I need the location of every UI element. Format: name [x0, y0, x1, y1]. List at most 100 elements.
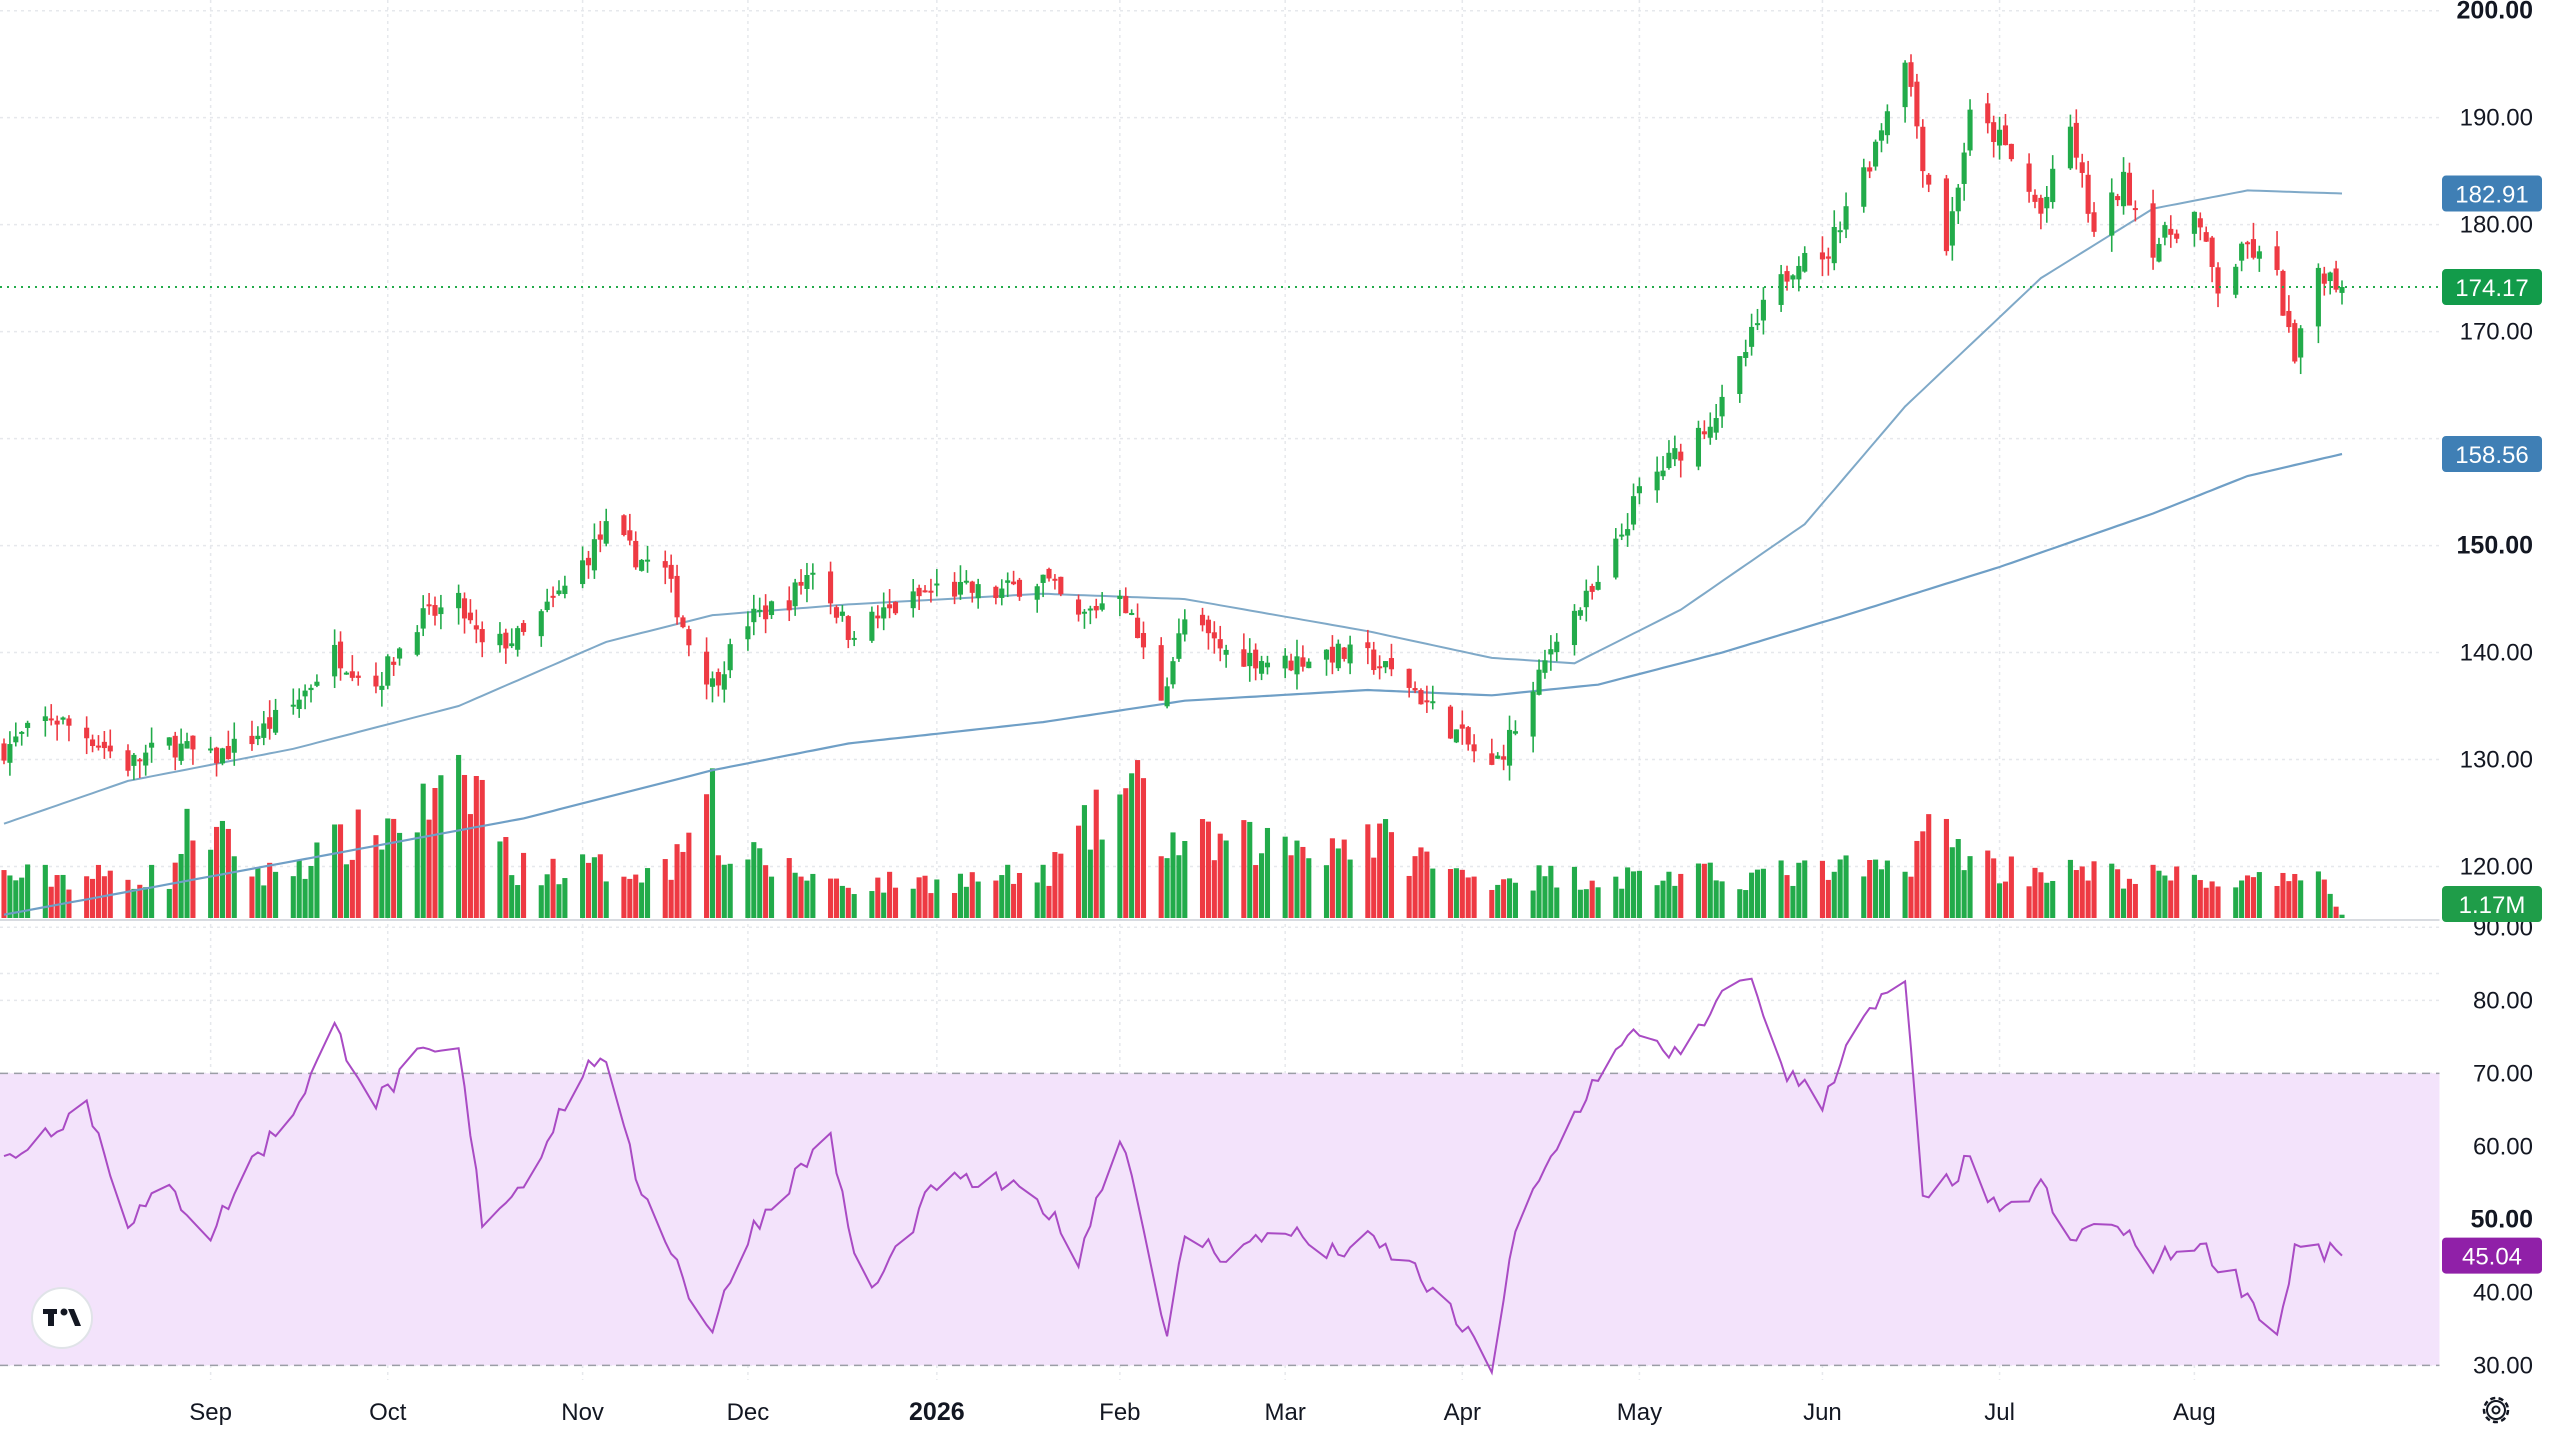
candle[interactable] — [467, 599, 473, 624]
candle[interactable] — [2327, 271, 2333, 295]
candle[interactable] — [1678, 443, 1684, 478]
candle[interactable] — [1967, 99, 1973, 156]
candle[interactable] — [2191, 211, 2197, 247]
candle[interactable] — [1506, 715, 1513, 781]
candle[interactable] — [54, 715, 60, 741]
candle[interactable] — [509, 628, 515, 649]
candle[interactable] — [928, 578, 934, 603]
candle[interactable] — [2044, 185, 2050, 223]
candle[interactable] — [1760, 287, 1766, 335]
candle[interactable] — [1861, 158, 1867, 213]
candle[interactable] — [2132, 200, 2138, 222]
candle[interactable] — [1630, 483, 1637, 531]
candle[interactable] — [1997, 116, 2003, 160]
candle[interactable] — [438, 594, 444, 630]
candle[interactable] — [332, 629, 338, 689]
candle[interactable] — [184, 732, 190, 749]
candle[interactable] — [1749, 313, 1755, 356]
candle[interactable] — [1961, 142, 1967, 201]
candle[interactable] — [804, 562, 810, 603]
candle[interactable] — [2120, 157, 2127, 215]
candle[interactable] — [1802, 246, 1808, 273]
candle[interactable] — [1695, 420, 1702, 471]
candle[interactable] — [585, 550, 592, 579]
candle[interactable] — [149, 727, 155, 763]
candle[interactable] — [2250, 222, 2256, 260]
candle[interactable] — [2315, 263, 2321, 344]
candle[interactable] — [715, 668, 721, 697]
candle[interactable] — [2026, 153, 2032, 203]
candle[interactable] — [2109, 178, 2115, 252]
candle[interactable] — [1099, 592, 1105, 612]
candle[interactable] — [851, 631, 857, 647]
candle[interactable] — [296, 688, 302, 718]
candle[interactable] — [225, 730, 231, 760]
candle[interactable] — [1412, 681, 1418, 694]
candle[interactable] — [1636, 477, 1642, 505]
candle[interactable] — [426, 593, 432, 615]
candle[interactable] — [1135, 603, 1141, 639]
candle[interactable] — [1247, 638, 1253, 682]
candle[interactable] — [792, 578, 798, 616]
candle[interactable] — [869, 606, 875, 643]
candle[interactable] — [385, 654, 391, 690]
candle[interactable] — [2073, 109, 2079, 170]
candle[interactable] — [1282, 648, 1288, 679]
candle[interactable] — [2203, 226, 2209, 242]
candle[interactable] — [1388, 643, 1395, 677]
candle[interactable] — [1577, 607, 1583, 620]
candle[interactable] — [1406, 668, 1412, 698]
candle[interactable] — [255, 726, 261, 746]
candle[interactable] — [1530, 681, 1536, 753]
candle[interactable] — [1011, 570, 1017, 586]
candle[interactable] — [1625, 513, 1631, 547]
candle[interactable] — [922, 585, 928, 593]
candle[interactable] — [686, 625, 692, 657]
candle[interactable] — [1253, 643, 1259, 681]
candle[interactable] — [1176, 618, 1182, 662]
candle[interactable] — [1371, 641, 1377, 675]
candle[interactable] — [1949, 196, 1955, 261]
candle[interactable] — [456, 584, 462, 625]
candle[interactable] — [1005, 572, 1011, 598]
candle[interactable] — [1790, 274, 1796, 288]
candle[interactable] — [1453, 729, 1459, 744]
candle[interactable] — [580, 546, 586, 589]
candle[interactable] — [680, 615, 686, 629]
candle[interactable] — [745, 611, 751, 651]
candle[interactable] — [1335, 639, 1341, 672]
candle[interactable] — [349, 655, 355, 682]
candle[interactable] — [810, 563, 816, 590]
candle[interactable] — [2256, 245, 2262, 272]
candle[interactable] — [2280, 269, 2286, 316]
candle[interactable] — [828, 561, 834, 615]
candle[interactable] — [957, 565, 964, 600]
candle[interactable] — [662, 550, 668, 585]
candle[interactable] — [2002, 113, 2009, 146]
candle[interactable] — [2150, 189, 2156, 270]
candle[interactable] — [1075, 594, 1082, 622]
candle[interactable] — [1264, 655, 1271, 675]
candle[interactable] — [302, 684, 308, 710]
candle[interactable] — [2126, 162, 2133, 206]
candle[interactable] — [1424, 685, 1430, 713]
candle[interactable] — [934, 569, 940, 597]
candle[interactable] — [48, 704, 54, 726]
candle[interactable] — [343, 671, 349, 675]
candle[interactable] — [1943, 174, 1949, 256]
candle[interactable] — [1365, 629, 1371, 665]
candle[interactable] — [999, 579, 1005, 606]
candle[interactable] — [1300, 645, 1306, 672]
candle[interactable] — [887, 589, 893, 619]
candle[interactable] — [95, 735, 102, 751]
candle[interactable] — [1619, 523, 1625, 541]
candle[interactable] — [1223, 644, 1229, 668]
candle[interactable] — [881, 592, 887, 631]
candle[interactable] — [2239, 241, 2245, 272]
candle[interactable] — [1920, 119, 1926, 188]
candle[interactable] — [521, 620, 527, 636]
candle[interactable] — [538, 609, 544, 647]
candle[interactable] — [1211, 621, 1217, 654]
candle[interactable] — [544, 588, 550, 613]
